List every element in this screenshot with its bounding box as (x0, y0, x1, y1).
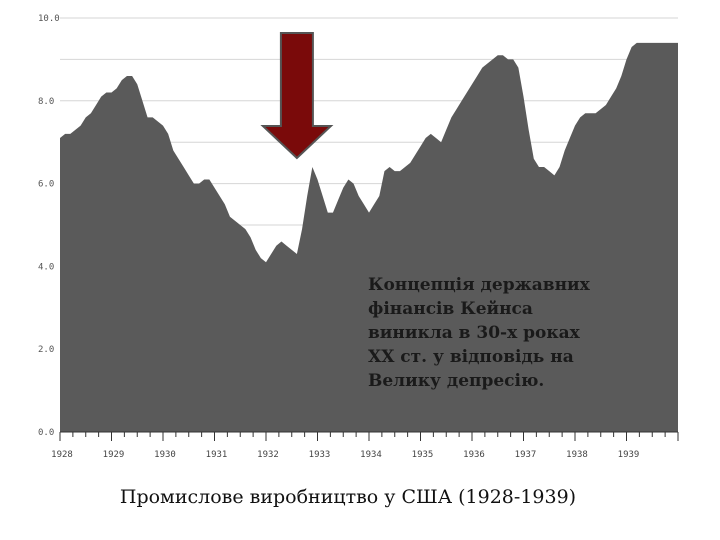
annotation-line: XX ст. у відповідь на (368, 347, 574, 367)
x-axis-ticks: 1928 1929 1930 1931 1932 1933 1934 1935 1936 1937… (51, 432, 679, 460)
y-tick-label: 4.0 (38, 262, 54, 272)
x-tick-label: 1932 (257, 450, 279, 460)
y-tick-label: 0.0 (38, 428, 54, 438)
x-tick-label: 1929 (103, 450, 125, 460)
chart-caption: Промислове виробництво у США (1928-1939) (120, 486, 576, 508)
annotation-line: Велику депресію. (368, 371, 544, 391)
y-tick-label: 10.0 (38, 14, 60, 24)
x-tick-label: 1936 (463, 450, 485, 460)
arrow-shape (260, 32, 334, 160)
y-tick-label: 2.0 (38, 345, 54, 355)
y-tick-label: 8.0 (38, 97, 54, 107)
x-tick-label: 1939 (618, 450, 640, 460)
production-area (60, 42, 678, 433)
y-tick-label: 6.0 (38, 180, 54, 190)
annotation-line: фінансів Кейнса (368, 299, 533, 319)
x-tick-label: 1934 (360, 450, 382, 460)
y-axis-ticks: 10.0 8.0 6.0 4.0 2.0 0.0 (38, 14, 60, 438)
x-tick-label: 1933 (309, 450, 331, 460)
annotation-line: виникла в 30-х роках (368, 323, 581, 343)
annotation-line: Концепція державних (368, 275, 591, 295)
x-tick-label: 1930 (154, 450, 176, 460)
x-tick-label: 1931 (206, 450, 228, 460)
keynes-annotation: Концепція державних фінансів Кейнса виникл… (368, 275, 591, 391)
x-tick-label: 1938 (566, 450, 588, 460)
down-arrow-icon (260, 32, 334, 160)
x-tick-label: 1937 (515, 450, 537, 460)
x-tick-label: 1935 (412, 450, 434, 460)
x-tick-label: 1928 (51, 450, 73, 460)
